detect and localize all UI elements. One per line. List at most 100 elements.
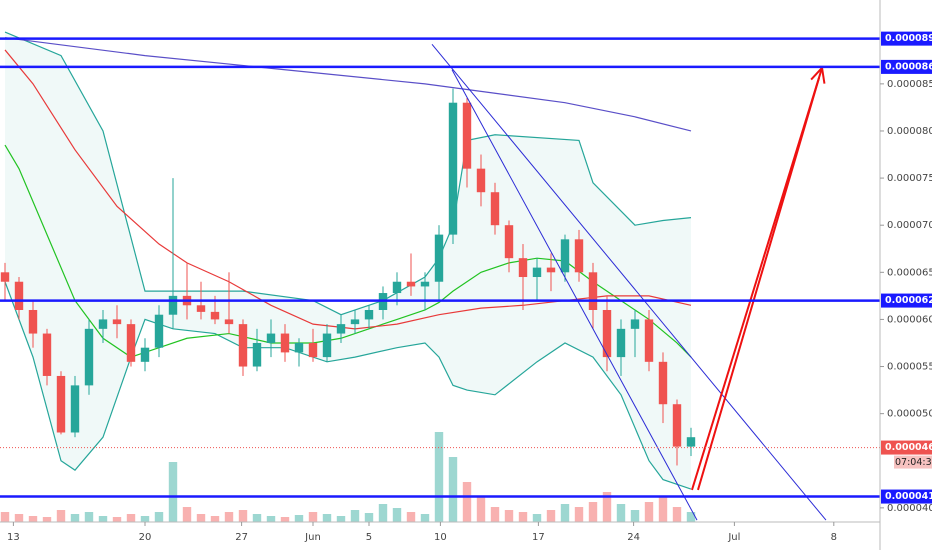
volume-bar <box>546 510 556 522</box>
y-tick-label: 0.0000400 <box>887 503 932 514</box>
volume-bar <box>602 492 612 522</box>
candle-body <box>672 404 682 447</box>
level-label-bg <box>881 31 932 46</box>
volume-bar <box>294 515 304 522</box>
volume-bar <box>560 504 570 522</box>
candle-body <box>154 314 164 348</box>
candle-body <box>0 272 10 282</box>
volume-bar <box>574 507 584 522</box>
volume-bar <box>70 514 80 522</box>
indicator-line <box>4 144 692 358</box>
volume-bar <box>364 513 374 522</box>
candle-body <box>238 324 248 367</box>
countdown: 07:04:34 <box>895 457 932 468</box>
candle-body <box>84 328 94 386</box>
candle-body <box>602 309 612 358</box>
volume-bar <box>308 512 318 522</box>
candle-body <box>98 319 108 329</box>
volume-bar <box>462 482 472 522</box>
volume-bar <box>490 507 500 522</box>
volume-bar <box>336 516 346 522</box>
volume-bar <box>84 512 94 522</box>
volume-bar <box>504 510 514 522</box>
candle-body <box>546 267 556 273</box>
volume-bar <box>616 504 626 522</box>
band-fill <box>4 32 691 490</box>
candle-body <box>518 258 528 278</box>
candle-body <box>280 333 290 353</box>
volume-bar <box>28 516 38 522</box>
indicator-line <box>4 37 692 132</box>
volume-bar <box>42 517 52 522</box>
volume-bar <box>630 510 640 522</box>
volume-bar <box>448 457 458 522</box>
x-tick-label: Jul <box>727 532 740 543</box>
volume-bar <box>14 514 24 522</box>
volume-bar <box>658 497 668 522</box>
x-tick-label: 5 <box>366 532 372 543</box>
volume-bar <box>238 510 248 522</box>
volume-bar <box>210 516 220 522</box>
arrow-shaft <box>697 77 820 491</box>
candle-body <box>266 333 276 343</box>
x-tick-label: Jun <box>304 532 321 543</box>
volume-bar <box>644 502 654 522</box>
candle-body <box>420 281 430 287</box>
candle-body <box>126 324 136 362</box>
volume-bar <box>154 512 164 522</box>
candle-body <box>28 309 38 334</box>
last-price-label: 0.0000464 <box>885 442 932 453</box>
volume-bar <box>98 516 108 522</box>
candle-body <box>616 328 626 358</box>
x-tick-label: 24 <box>627 532 640 543</box>
volume-bar <box>280 517 290 522</box>
volume-bar <box>266 516 276 522</box>
level-label: 0.0000868 <box>885 61 932 72</box>
candle-body <box>630 319 640 329</box>
candle-body <box>392 281 402 294</box>
trendline <box>431 43 827 521</box>
volume-bar <box>0 512 10 522</box>
trendline <box>451 69 698 521</box>
candle-body <box>686 437 696 447</box>
volume-bar <box>378 504 388 522</box>
candle-body <box>490 192 500 226</box>
volume-bar <box>686 512 696 522</box>
x-tick-label: 27 <box>235 532 248 543</box>
x-tick-label: 8 <box>831 532 837 543</box>
volume-bar <box>252 514 262 522</box>
candle-body <box>112 319 122 325</box>
volume-bar <box>322 514 332 522</box>
x-tick-label: 13 <box>7 532 20 543</box>
candle-body <box>168 295 178 315</box>
candle-body <box>336 324 346 334</box>
candle-body <box>140 347 150 362</box>
volume-bar <box>518 512 528 522</box>
volume-bar <box>420 514 430 522</box>
candle-body <box>658 361 668 405</box>
candle-body <box>448 102 458 235</box>
candle-body <box>294 342 304 353</box>
candle-body <box>644 319 654 362</box>
x-tick-label: 20 <box>139 532 152 543</box>
last-price-bg <box>881 440 932 455</box>
volume-bar <box>126 514 136 522</box>
candle-body <box>70 385 80 433</box>
volume-bar <box>672 507 682 522</box>
level-label-bg <box>881 59 932 74</box>
indicator-line <box>4 281 692 490</box>
level-label: 0.0000898 <box>885 33 932 44</box>
candle-body <box>350 319 360 325</box>
volume-bar <box>182 507 192 522</box>
volume-bar <box>168 462 178 522</box>
arrow-head <box>810 67 823 81</box>
